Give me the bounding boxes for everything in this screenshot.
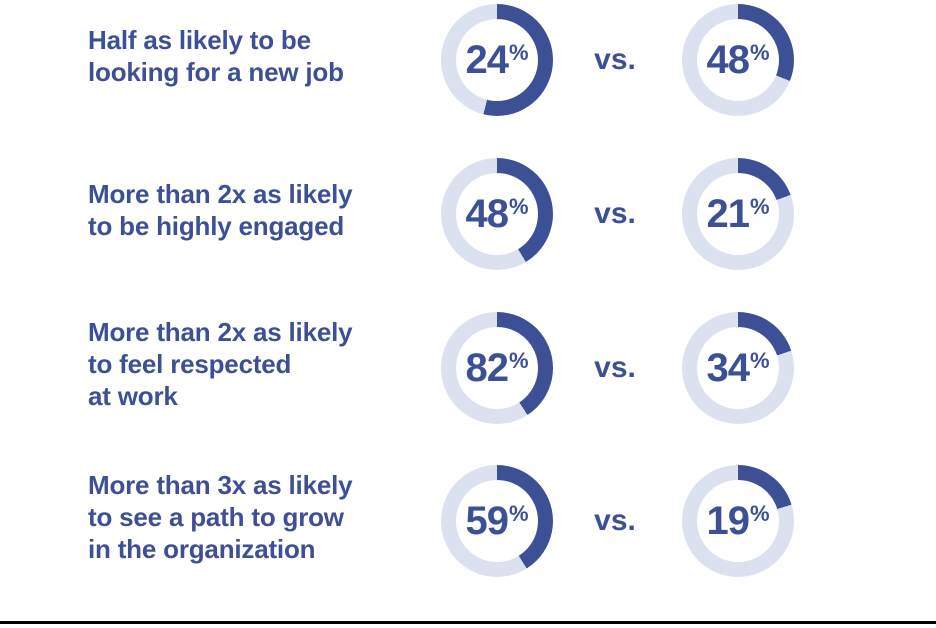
donut-chart-left: 48% <box>441 158 553 270</box>
donut-chart-left: 59% <box>441 465 553 577</box>
vs-label: vs. <box>594 197 636 230</box>
percent-sign: % <box>508 194 529 219</box>
donut-chart-right: 21% <box>682 158 794 270</box>
stat-number: 19 <box>706 499 749 543</box>
stat-number: 59 <box>465 499 508 543</box>
stat-row-1: Half as likely to be looking for a new j… <box>0 0 936 125</box>
stat-value: 48% <box>706 40 769 80</box>
donut-hole: 82% <box>456 327 538 409</box>
stat-value: 82% <box>465 348 528 388</box>
stat-row-3: More than 2x as likely to feel respected… <box>0 303 936 433</box>
stat-label: More than 2x as likely to be highly enga… <box>88 179 353 241</box>
stat-value: 21% <box>706 194 769 234</box>
vs-label: vs. <box>594 43 636 76</box>
percent-sign: % <box>749 501 770 526</box>
bottom-rule <box>0 621 936 624</box>
donut-hole: 59% <box>456 480 538 562</box>
stat-value: 19% <box>706 501 769 541</box>
percent-sign: % <box>508 501 529 526</box>
donut-chart-left: 82% <box>441 312 553 424</box>
stat-number: 34 <box>706 346 749 390</box>
stat-number: 48 <box>706 38 749 82</box>
donut-hole: 48% <box>697 19 779 101</box>
stat-number: 24 <box>465 38 508 82</box>
vs-label: vs. <box>594 351 636 384</box>
stat-row-2: More than 2x as likely to be highly enga… <box>0 149 936 279</box>
donut-chart-right: 19% <box>682 465 794 577</box>
donut-hole: 34% <box>697 327 779 409</box>
percent-sign: % <box>749 194 770 219</box>
donut-hole: 24% <box>456 19 538 101</box>
stat-label: More than 3x as likely to see a path to … <box>88 470 353 564</box>
stat-row-4: More than 3x as likely to see a path to … <box>0 456 936 586</box>
donut-chart-right: 34% <box>682 312 794 424</box>
percent-sign: % <box>508 40 529 65</box>
stat-label: Half as likely to be looking for a new j… <box>88 25 344 87</box>
stat-value: 59% <box>465 501 528 541</box>
percent-sign: % <box>749 348 770 373</box>
stat-value: 24% <box>465 40 528 80</box>
stat-label: More than 2x as likely to feel respected… <box>88 317 353 411</box>
donut-chart-right: 48% <box>682 4 794 116</box>
stat-number: 21 <box>706 192 749 236</box>
percent-sign: % <box>749 40 770 65</box>
donut-hole: 21% <box>697 173 779 255</box>
vs-label: vs. <box>594 504 636 537</box>
donut-hole: 19% <box>697 480 779 562</box>
percent-sign: % <box>508 348 529 373</box>
donut-chart-left: 24% <box>441 4 553 116</box>
donut-hole: 48% <box>456 173 538 255</box>
stat-number: 82 <box>465 346 508 390</box>
stat-number: 48 <box>465 192 508 236</box>
stat-value: 34% <box>706 348 769 388</box>
stat-value: 48% <box>465 194 528 234</box>
